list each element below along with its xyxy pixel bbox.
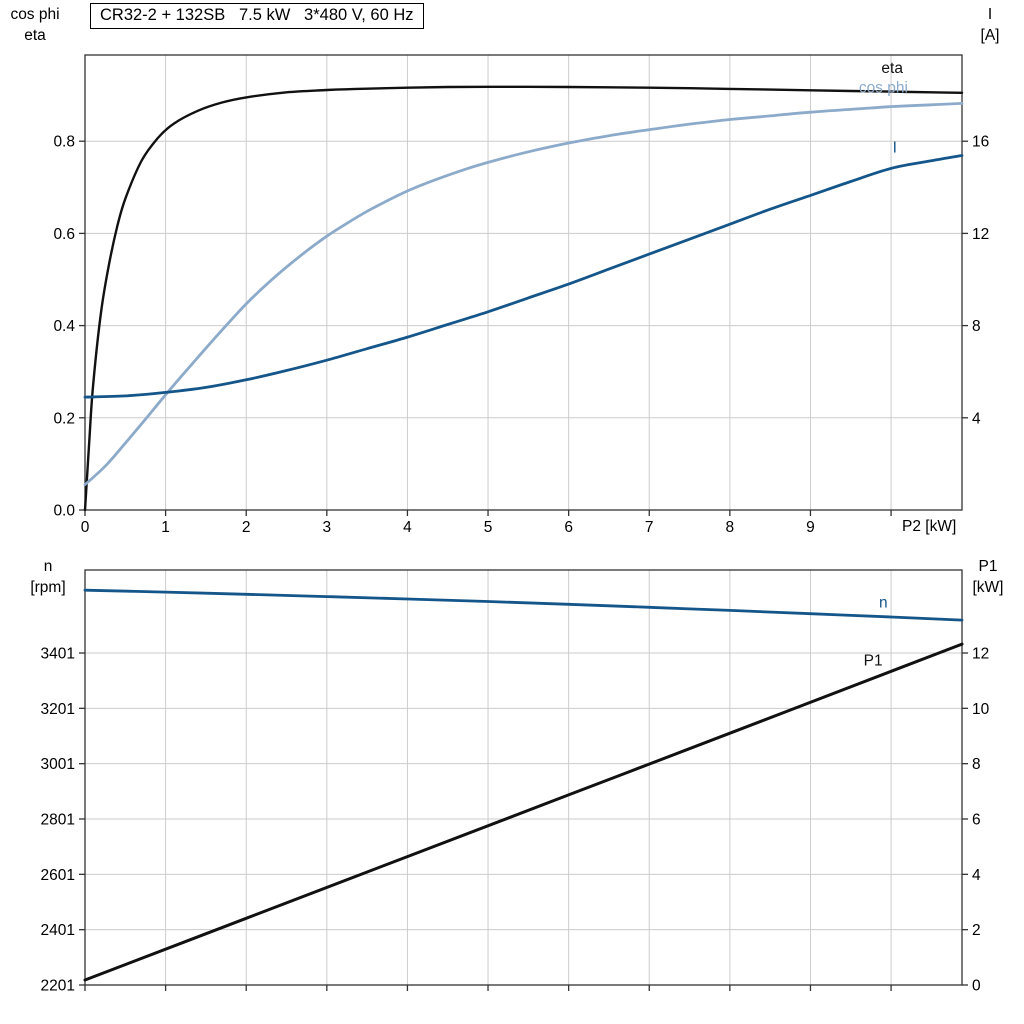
svg-text:2601: 2601 — [41, 867, 75, 884]
svg-text:4: 4 — [972, 867, 981, 884]
svg-text:3201: 3201 — [41, 701, 75, 718]
svg-text:16: 16 — [972, 134, 989, 151]
eta-axis-label: eta — [24, 27, 46, 44]
curve-label-cos-phi: cos phi — [859, 79, 908, 96]
speed-axis-unit: [rpm] — [30, 579, 66, 596]
x-axis-ticks — [84, 985, 892, 991]
speed-axis-label: n — [43, 558, 53, 575]
curve-label-n: n — [879, 595, 888, 612]
curve-n — [83, 588, 964, 622]
svg-text:6: 6 — [972, 812, 981, 829]
svg-text:3401: 3401 — [41, 646, 75, 663]
curve-label-I: I — [893, 140, 897, 157]
plot-frame — [84, 54, 963, 511]
svg-text:8: 8 — [726, 519, 735, 536]
svg-text:0: 0 — [81, 519, 90, 536]
svg-text:2: 2 — [972, 922, 981, 939]
left-axis-ticks: 2201 2401 2601 2801 3001 3201 3401 — [41, 646, 85, 995]
grid — [85, 55, 962, 510]
svg-text:5: 5 — [484, 519, 493, 536]
chart-1: 2201 2401 2601 2801 3001 3201 3401 0 2 4 6 8 10 12 n P1 — [41, 569, 990, 995]
svg-text:10: 10 — [972, 701, 990, 718]
svg-text:6: 6 — [564, 519, 573, 536]
curve-label-P1: P1 — [864, 652, 883, 669]
right-axis-ticks: 4 8 12 16 — [962, 134, 989, 427]
svg-text:2801: 2801 — [41, 812, 75, 829]
svg-text:0: 0 — [972, 978, 981, 995]
svg-text:4: 4 — [403, 519, 412, 536]
svg-text:2401: 2401 — [41, 922, 75, 939]
curve-cos-phi — [83, 102, 964, 486]
svg-text:0.0: 0.0 — [53, 503, 75, 520]
svg-text:0.6: 0.6 — [53, 226, 75, 243]
plot-frame — [84, 569, 963, 986]
curve-P1 — [83, 642, 964, 982]
svg-text:7: 7 — [645, 519, 654, 536]
p2-axis-label: P2 [kW] — [902, 518, 957, 535]
svg-text:12: 12 — [972, 226, 989, 243]
svg-text:4: 4 — [972, 410, 981, 427]
left-axis-ticks: 0.0 0.2 0.4 0.6 0.8 — [53, 134, 85, 520]
svg-text:3001: 3001 — [41, 756, 75, 773]
curve-I — [83, 154, 964, 399]
right-axis-ticks: 0 2 4 6 8 10 12 — [962, 646, 990, 995]
svg-text:2: 2 — [242, 519, 251, 536]
x-axis-ticks: 0 1 2 3 4 5 6 7 8 9 — [81, 510, 892, 536]
svg-text:3: 3 — [323, 519, 332, 536]
top-left-axis-labels: cos phi eta — [2, 4, 68, 46]
current-axis-unit: [A] — [980, 27, 1000, 44]
svg-text:0.8: 0.8 — [53, 134, 75, 151]
bottom-right-axis-labels: P1 [kW] — [958, 556, 1018, 598]
bottom-left-axis-labels: n [rpm] — [14, 556, 82, 598]
current-axis-label: I — [987, 6, 993, 23]
svg-text:0.4: 0.4 — [53, 318, 75, 335]
cos-phi-axis-label: cos phi — [10, 6, 60, 23]
p1-axis-label: P1 — [978, 558, 998, 575]
grid — [85, 570, 962, 985]
svg-text:8: 8 — [972, 756, 981, 773]
svg-text:8: 8 — [972, 318, 981, 335]
svg-text:12: 12 — [972, 646, 989, 663]
svg-text:2201: 2201 — [41, 978, 75, 995]
svg-text:1: 1 — [161, 519, 170, 536]
curve-eta — [83, 85, 964, 512]
curve-label-eta: eta — [881, 60, 903, 77]
p1-axis-unit: [kW] — [972, 579, 1004, 596]
chart-title-box: CR32-2 + 132SB 7.5 kW 3*480 V, 60 Hz — [90, 3, 424, 29]
svg-text:9: 9 — [806, 519, 815, 536]
top-right-axis-labels: I [A] — [962, 4, 1018, 46]
svg-text:0.2: 0.2 — [53, 410, 75, 427]
